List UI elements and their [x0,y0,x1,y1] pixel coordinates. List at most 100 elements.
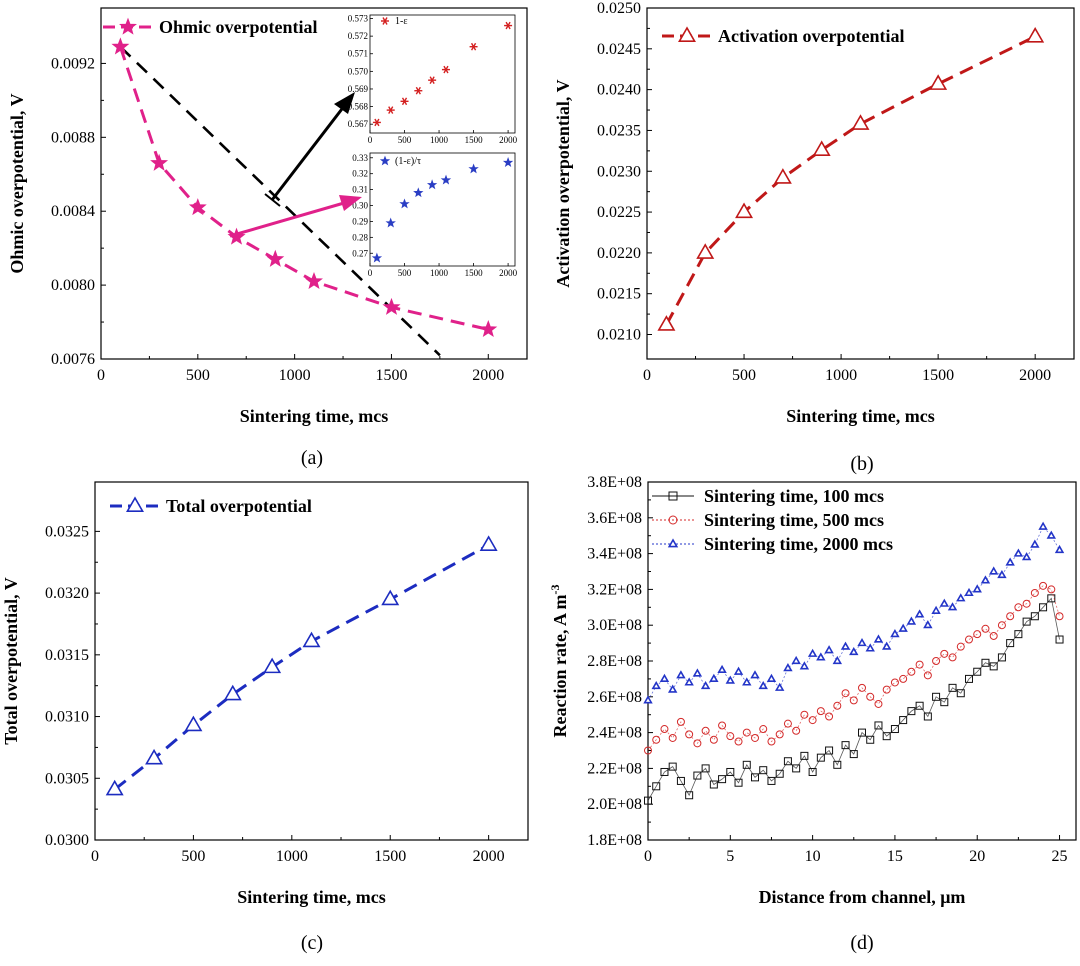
inset-data-point [468,163,479,174]
x-tick-label: 1000 [276,848,308,865]
arrow-pink-head [339,195,362,211]
data-point [676,670,686,679]
data-point [840,641,851,650]
data-point [890,678,899,687]
y-tick-label: 0.0080 [51,277,95,294]
arrow-black-shaft [270,104,347,201]
data-point [1055,635,1064,644]
y-tick-label: 3.8E+08 [587,474,642,491]
data-point [800,751,809,760]
data-point [874,721,883,730]
inset-x-tick-label: 1500 [465,268,484,278]
data-point [652,735,661,744]
data-point [734,778,743,787]
data-point [668,733,677,742]
inset-data-point [400,97,409,106]
data-point [651,680,661,690]
data-point [833,760,842,769]
inset-x-tick-label: 0 [368,268,373,278]
y-tick-label: 0.0245 [597,41,641,58]
data-point [1038,521,1048,530]
data-point [948,683,957,692]
data-point [857,637,867,647]
data-point [965,674,973,683]
x-tick-label: 20 [969,848,985,865]
data-point [150,153,169,171]
data-point [866,735,875,744]
y-tick-label: 0.0325 [45,523,89,540]
data-point [750,670,760,679]
legend-d: Sintering time, 100 mcs Sintering time, 5… [652,486,893,554]
inset-data-point [371,252,383,263]
annotation-arrows [229,92,362,238]
data-point [751,733,759,742]
data-point [923,671,932,680]
legend-label: Total overpotential [166,496,312,516]
series-a-0 [111,37,498,338]
data-point [791,655,801,665]
data-point [865,643,875,652]
inset-y-tick-label: 0.30 [352,201,368,211]
y-tick-label: 0.0240 [597,82,641,99]
inset-y-tick-label: 0.569 [348,84,369,94]
data-point [783,719,792,728]
data-point [1006,612,1015,621]
data-point [849,646,859,656]
data-point [907,707,916,716]
data-point [1026,26,1045,43]
data-point [932,657,941,665]
data-point [915,660,924,669]
x-tick-label: 0 [644,848,652,865]
data-point [692,668,703,677]
data-point [1046,530,1057,539]
panel-d: 0 5 10 15 20 25 1.8E+08 2.0E+08 2.2E+08 2.4E+08 2.… [548,474,1077,954]
y-tick-label: 3.6E+08 [587,510,642,527]
legend-marker [668,491,678,501]
series-line [118,46,489,331]
data-point [1047,594,1056,603]
data-point [849,696,858,705]
series-line [647,585,1060,751]
data-point [825,746,834,755]
data-point [659,673,670,682]
data-point [767,737,776,746]
inset-legend-marker-stroke [382,17,388,25]
y-tick-label: 0.0315 [45,647,89,664]
data-point [881,641,892,650]
plot-frame-b [646,7,1075,360]
data-point [742,677,752,686]
data-point [111,37,130,55]
inset-data-point [504,21,513,30]
data-point [718,721,727,730]
x-tick-label: 1500 [374,848,406,865]
inset-data-point [399,198,410,209]
data-point [874,699,883,708]
inset-y-tick-label: 0.572 [348,31,368,41]
data-point [965,635,973,644]
x-tick-label: 1500 [375,367,407,384]
inset-data-point-stroke [443,65,449,74]
data-point [783,757,792,766]
y-axis-label-text: Total overpotential, V [1,577,21,745]
y-tick-label: 0.0300 [45,832,89,849]
inset-x-tick-label: 1000 [430,135,449,145]
series-d-2 [643,521,1065,704]
inset-y-tick-label: 0.570 [348,66,369,76]
data-point [684,677,694,686]
data-point [812,140,831,157]
data-point [890,725,899,734]
inset-frame [369,152,516,267]
data-point [1030,539,1040,548]
data-point [709,735,718,744]
y-tick-label: 0.0305 [45,770,89,787]
data-point [882,685,891,694]
y-tick-label: 2.0E+08 [587,796,642,813]
data-point [643,695,653,704]
data-point [742,728,751,737]
y-axis-label-text: Reaction rate, A m [550,595,570,738]
data-point [668,762,677,771]
x-tick-label: 500 [181,848,205,865]
data-point [1013,548,1024,557]
inset-x-tick-label: 500 [398,135,412,145]
y-tick-label: 2.6E+08 [587,689,642,706]
